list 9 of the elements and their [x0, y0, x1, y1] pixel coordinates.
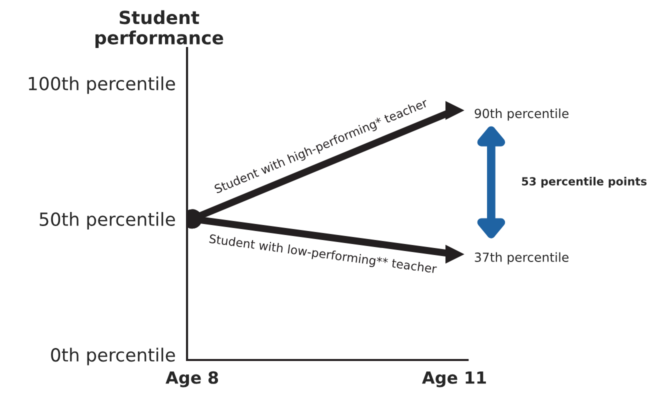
annotation: 53 percentile points — [522, 176, 647, 188]
x-tick-label: Age 8 — [166, 371, 218, 388]
y-tick-label: 100th percentile — [28, 76, 175, 94]
data-label: 90th percentile — [474, 108, 568, 121]
y-tick-label: 0th percentile — [51, 348, 175, 366]
y-axis-title: Student performance — [95, 10, 224, 48]
x-tick-label: Age 11 — [422, 371, 486, 388]
data-label: 37th percentile — [474, 252, 568, 264]
y-tick-label: 50th percentile — [40, 212, 175, 230]
